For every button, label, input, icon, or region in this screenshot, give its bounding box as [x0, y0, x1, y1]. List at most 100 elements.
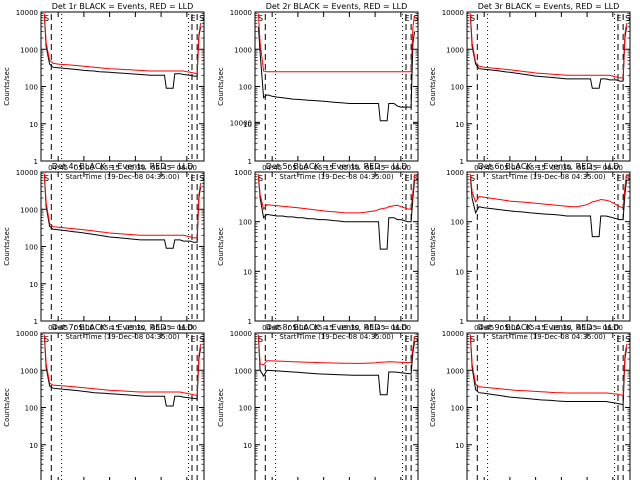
y-tick-label: 100	[239, 219, 252, 227]
x-tick-label: 04:45	[48, 164, 68, 172]
lld-series-line	[257, 13, 416, 73]
x-tick-label: 05:15	[100, 324, 120, 332]
panel-title: Det 2r BLACK = Events, RED = LLD	[266, 2, 408, 11]
y-axis-label: Counts/sec	[429, 227, 437, 266]
y-tick-label: 100	[25, 244, 38, 252]
x-tick-label: 05:45	[365, 164, 385, 172]
x-tick-label: 05:30	[125, 164, 145, 172]
y-axis-label: Counts/sec	[217, 227, 225, 266]
x-axis-label: Start Time (19-Dec-08 04:35:00)	[491, 333, 605, 341]
panel-title: Det 7r BLACK = Events, RED = LLD	[52, 323, 194, 332]
x-tick-label: 04:45	[474, 324, 494, 332]
x-tick-label: 05:15	[526, 164, 546, 172]
segment-marker-label: S	[199, 174, 204, 183]
segment-marker-label: E	[405, 174, 410, 183]
x-tick-label: 05:45	[577, 324, 597, 332]
segment-marker-label: S	[413, 174, 418, 183]
y-tick-label: 1000	[20, 46, 38, 54]
segment-marker-label: S	[413, 14, 418, 23]
y-tick-label: 1	[248, 158, 252, 166]
x-axis-label: Start Time (19-Dec-08 04:35:00)	[65, 173, 179, 181]
y-tick-label: 10000	[16, 9, 38, 17]
y-tick-label: 1000	[446, 367, 464, 375]
events-series-line	[469, 336, 628, 406]
y-tick-label: 10	[29, 281, 38, 289]
lld-series-line	[43, 173, 202, 239]
y-axis-label: Counts/sec	[429, 388, 437, 427]
segment-marker-label: E	[191, 335, 196, 344]
x-tick-label: 05:00	[74, 164, 94, 172]
lld-series-line	[469, 334, 628, 397]
events-series-line	[43, 175, 202, 249]
x-tick-label: 05:45	[577, 164, 597, 172]
events-series-line	[43, 336, 202, 407]
plot-frame	[466, 11, 631, 162]
x-tick-label: 05:15	[100, 164, 120, 172]
y-tick-label: 1000	[446, 169, 464, 177]
y-tick-label: 100	[239, 405, 252, 413]
x-tick-label: 06:00	[177, 324, 197, 332]
segment-marker-label: E	[617, 14, 622, 23]
y-axis-label: Counts/sec	[3, 388, 11, 427]
lld-series-line	[43, 13, 202, 75]
y-tick-label: 10	[29, 442, 38, 450]
events-series-line	[257, 176, 416, 250]
segment-marker-label: S	[44, 174, 49, 183]
x-tick-label: 05:30	[551, 324, 571, 332]
y-tick-label: 1	[460, 318, 464, 326]
x-tick-label: 05:15	[314, 324, 334, 332]
segment-marker-label: S	[470, 335, 475, 344]
x-tick-label: 05:45	[365, 324, 385, 332]
lld-series-line	[257, 334, 416, 366]
detector-panel: Det 6r BLACK = Events, RED = LLD 1 10 100 10…	[429, 162, 631, 341]
lld-series-line	[469, 13, 628, 79]
y-tick-label: 10	[243, 442, 252, 450]
segment-marker-label: S	[625, 14, 630, 23]
y-tick-label: 100	[451, 405, 464, 413]
y-tick-label: 10000	[230, 119, 252, 127]
panel-title: Det 5r BLACK = Events, RED = LLD	[266, 162, 408, 171]
y-tick-label: 1	[34, 318, 38, 326]
y-tick-label: 1000	[20, 206, 38, 214]
y-tick-label: 1	[248, 318, 252, 326]
panel-title: Det 8r BLACK = Events, RED = LLD	[266, 323, 408, 332]
y-tick-label: 100	[25, 84, 38, 92]
x-tick-label: 05:00	[288, 164, 308, 172]
x-tick-label: 05:30	[551, 164, 571, 172]
x-tick-label: 05:00	[74, 324, 94, 332]
x-tick-label: 05:00	[288, 324, 308, 332]
segment-marker-label: S	[258, 174, 263, 183]
y-tick-label: 10000	[16, 330, 38, 338]
x-tick-label: 04:45	[262, 164, 282, 172]
y-axis-label: Counts/sec	[217, 67, 225, 106]
x-tick-label: 04:45	[48, 324, 68, 332]
segment-marker-label: E	[405, 335, 410, 344]
segment-marker-label: S	[258, 335, 263, 344]
panel-title: Det 4r BLACK = Events, RED = LLD	[52, 162, 194, 171]
y-tick-label: 1000	[446, 46, 464, 54]
segment-marker-label: S	[625, 174, 630, 183]
y-tick-label: 10000	[442, 330, 464, 338]
events-series-line	[469, 15, 628, 89]
segment-marker-label: E	[191, 14, 196, 23]
events-series-line	[43, 15, 202, 89]
y-axis-label: Counts/sec	[3, 67, 11, 106]
segment-marker-label: S	[470, 14, 475, 23]
plot-frame	[40, 11, 205, 162]
detector-panel: Det 5r BLACK = Events, RED = LLD11010010…	[217, 119, 419, 341]
y-tick-label: 1000	[20, 367, 38, 375]
plot-frame	[466, 171, 631, 322]
y-tick-label: 100	[451, 84, 464, 92]
segment-marker-label: S	[258, 14, 263, 23]
detector-panel: Det 3r BLACK = Events, RED = LLD 1 10 100 10…	[429, 2, 631, 181]
y-tick-label: 10	[29, 121, 38, 129]
segment-marker-label: E	[617, 174, 622, 183]
panel-title: Det 3r BLACK = Events, RED = LLD	[478, 2, 620, 11]
segment-marker-label: S	[413, 335, 418, 344]
y-tick-label: 10	[243, 268, 252, 276]
x-tick-label: 06:00	[603, 324, 623, 332]
plot-frame	[40, 332, 205, 480]
x-tick-label: 05:15	[314, 164, 334, 172]
segment-marker-label: S	[199, 14, 204, 23]
y-tick-label: 1000	[234, 46, 252, 54]
